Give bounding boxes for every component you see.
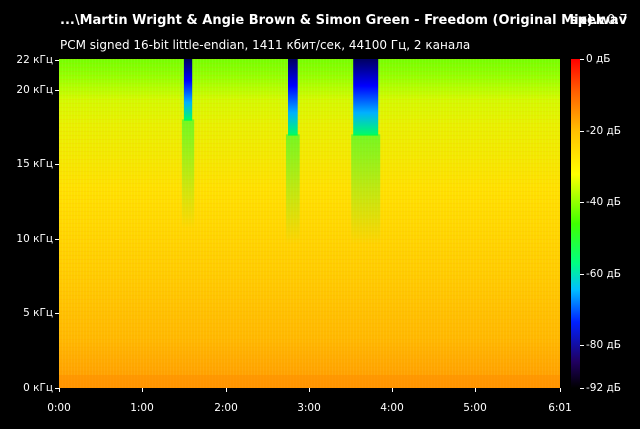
time-tick: [560, 388, 561, 392]
db-tick: [580, 202, 584, 203]
freq-tick-label: 5 кГц: [23, 307, 53, 319]
db-tick: [580, 345, 584, 346]
freq-tick-label: 20 кГц: [16, 84, 53, 96]
db-tick: [580, 274, 584, 275]
db-tick-label: -20 дБ: [586, 125, 621, 137]
time-tick: [309, 388, 310, 392]
quiet-band-tail: [351, 134, 381, 245]
time-tick: [59, 388, 60, 392]
time-tick: [475, 388, 476, 392]
db-tick: [580, 59, 584, 60]
time-tick-label: 5:00: [463, 402, 487, 414]
db-tick: [580, 388, 584, 389]
stream-info: PCM signed 16-bit little-endian, 1411 кб…: [60, 38, 471, 52]
spectrogram-image: [59, 59, 560, 388]
time-tick: [392, 388, 393, 392]
app-version: 0.7: [607, 13, 628, 28]
freq-tick-label: 15 кГц: [16, 158, 53, 170]
freq-tick-label: 0 кГц: [23, 382, 53, 394]
quiet-band: [353, 59, 379, 136]
db-tick-label: -40 дБ: [586, 196, 621, 208]
time-tick-label: 4:00: [380, 402, 404, 414]
quiet-band: [183, 59, 193, 121]
file-title: ...\Martin Wright & Angie Brown & Simon …: [60, 13, 628, 28]
time-tick: [142, 388, 143, 392]
db-tick-label: -60 дБ: [586, 268, 621, 280]
time-tick-label: 3:00: [297, 402, 321, 414]
db-tick-label: 0 дБ: [586, 53, 611, 65]
db-tick: [580, 131, 584, 132]
db-colorbar: [571, 59, 580, 388]
freq-tick-label: 22 кГц: [16, 54, 53, 66]
time-tick: [226, 388, 227, 392]
quiet-band-tail: [286, 134, 300, 245]
time-tick-label: 1:00: [130, 402, 154, 414]
quiet-band-tail: [181, 119, 195, 230]
spectrogram[interactable]: [59, 59, 560, 388]
freq-tick-label: 10 кГц: [16, 233, 53, 245]
quiet-band: [288, 59, 298, 136]
db-tick-label: -80 дБ: [586, 339, 621, 351]
time-tick-label: 0:00: [47, 402, 71, 414]
time-tick-label: 6:01: [548, 402, 572, 414]
time-tick-label: 2:00: [214, 402, 238, 414]
db-tick-label: -92 дБ: [586, 382, 621, 394]
app-name: spek: [570, 13, 605, 28]
freq-tick: [55, 388, 59, 389]
